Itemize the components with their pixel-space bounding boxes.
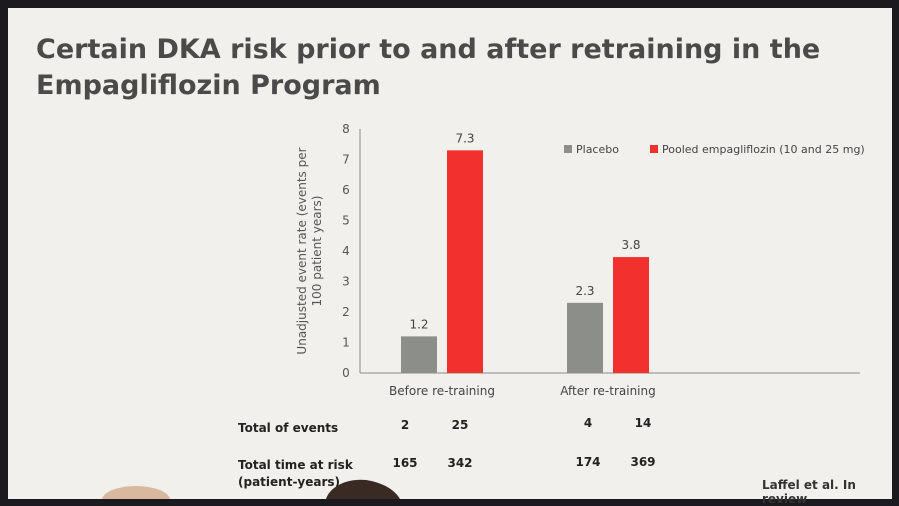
- bar-placebo-0: [401, 336, 437, 373]
- table-row-label-time-at-risk: Total time at risk: [238, 458, 353, 472]
- y-tick-label: 6: [342, 183, 350, 197]
- data-label: 7.3: [455, 131, 474, 145]
- table-cell-time-placebo-after: 174: [575, 455, 601, 469]
- slide-title: Certain DKA risk prior to and after retr…: [36, 32, 856, 104]
- y-tick-label: 8: [342, 122, 350, 136]
- audience-head: [102, 486, 170, 499]
- slide: Certain DKA risk prior to and after retr…: [8, 8, 892, 506]
- y-tick-label: 4: [342, 244, 350, 258]
- table-cell-time-empa-after: 369: [630, 455, 656, 469]
- bar-placebo-1: [567, 302, 603, 373]
- table-cell-events-empa-before: 25: [451, 418, 469, 432]
- table-row-label-events: Total of events: [238, 421, 339, 435]
- bar-chart: 0 1 2 3 4 5 6 7 8 Unadjusted event rate (events p…: [295, 122, 865, 398]
- table-cell-events-empa-after: 14: [634, 416, 652, 430]
- bar-empagliflozin-1: [613, 257, 649, 373]
- table-row-label-patient-years: (patient-years): [238, 475, 341, 489]
- table-cell-time-empa-before: 342: [447, 456, 473, 470]
- table-cell-time-placebo-before: 165: [392, 456, 418, 470]
- legend-swatch-placebo: [564, 145, 572, 153]
- y-tick-label: 5: [342, 214, 350, 228]
- x-category-label: After re-training: [560, 384, 656, 398]
- data-label: 2.3: [575, 284, 594, 298]
- table-cell-events-placebo-before: 2: [400, 418, 410, 432]
- legend-label-placebo: Placebo: [576, 143, 619, 156]
- audience-silhouette: [102, 479, 400, 499]
- title-line-1: Certain DKA risk prior to and after retr…: [36, 34, 821, 65]
- y-axis-label: Unadjusted event rate (events per100 pat…: [295, 147, 324, 354]
- table-cell-events-placebo-after: 4: [583, 416, 593, 430]
- data-label: 3.8: [621, 238, 640, 252]
- y-tick-label: 2: [342, 305, 350, 319]
- y-tick-label: 1: [342, 336, 350, 350]
- legend-label-empagliflozin: Pooled empagliflozin (10 and 25 mg): [662, 143, 865, 156]
- y-tick-label: 0: [342, 366, 350, 380]
- y-tick-label: 7: [342, 153, 350, 167]
- data-label: 1.2: [409, 317, 428, 331]
- bar-empagliflozin-0: [447, 150, 483, 373]
- title-line-2: Empagliflozin Program: [36, 70, 381, 101]
- audience-hand: [326, 479, 400, 499]
- y-tick-label: 3: [342, 275, 350, 289]
- x-category-label: Before re-training: [389, 384, 495, 398]
- legend-swatch-empagliflozin: [650, 145, 658, 153]
